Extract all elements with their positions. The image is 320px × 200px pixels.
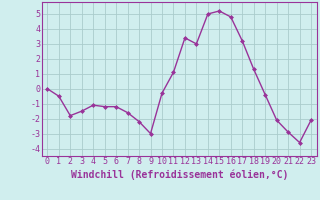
X-axis label: Windchill (Refroidissement éolien,°C): Windchill (Refroidissement éolien,°C) [70,169,288,180]
